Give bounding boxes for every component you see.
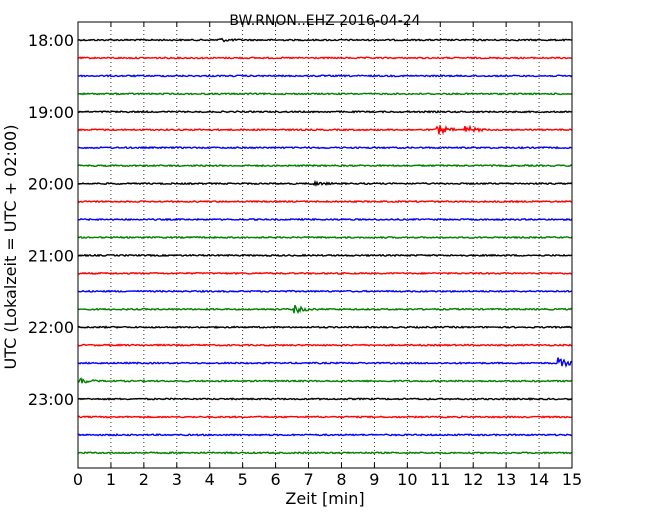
y-tick-label: 23:00 bbox=[28, 390, 74, 409]
trace-20:45 bbox=[77, 235, 573, 240]
trace-22:15 bbox=[77, 343, 573, 347]
trace-19:15 bbox=[77, 124, 573, 136]
y-axis-ticks: 18:00 19:00 20:00 21:00 22:00 23:00 bbox=[28, 31, 572, 409]
trace-22:00 bbox=[77, 325, 573, 330]
y-tick-label: 19:00 bbox=[28, 103, 74, 122]
x-axis-label: Zeit [min] bbox=[285, 489, 364, 508]
x-tick-label: 11 bbox=[430, 470, 450, 489]
x-tick-label: 13 bbox=[496, 470, 516, 489]
x-tick-label: 7 bbox=[303, 470, 313, 489]
y-tick-label: 18:00 bbox=[28, 31, 74, 50]
x-tick-label: 10 bbox=[397, 470, 417, 489]
x-tick-label: 0 bbox=[73, 470, 83, 489]
trace-21:00 bbox=[77, 253, 573, 258]
trace-23:45 bbox=[77, 451, 573, 455]
trace-20:15 bbox=[77, 199, 573, 204]
trace-22:45 bbox=[77, 377, 573, 384]
x-tick-label: 15 bbox=[562, 470, 582, 489]
trace-23:15 bbox=[77, 415, 573, 419]
trace-18:45 bbox=[77, 92, 573, 96]
trace-21:15 bbox=[77, 271, 573, 276]
plot-frame bbox=[77, 21, 573, 469]
trace-23:00 bbox=[77, 397, 573, 401]
trace-19:45 bbox=[77, 163, 573, 168]
x-tick-label: 4 bbox=[205, 470, 215, 489]
y-axis-label: UTC (Lokalzeit = UTC + 02:00) bbox=[1, 125, 20, 370]
y-tick-label: 20:00 bbox=[28, 175, 74, 194]
trace-21:30 bbox=[77, 289, 573, 294]
trace-18:00 bbox=[77, 37, 573, 43]
trace-20:30 bbox=[77, 217, 573, 222]
x-tick-label: 3 bbox=[172, 470, 182, 489]
x-tick-label: 14 bbox=[529, 470, 549, 489]
trace-18:30 bbox=[77, 74, 573, 78]
x-tick-label: 8 bbox=[336, 470, 346, 489]
chart-title: BW.RNON..EHZ 2016-04-24 bbox=[229, 13, 420, 29]
y-tick-label: 21:00 bbox=[28, 246, 74, 265]
trace-23:30 bbox=[77, 433, 573, 437]
trace-22:30 bbox=[77, 357, 573, 368]
x-axis-ticks: 0 1 2 3 4 5 6 7 8 9 10 11 12 13 14 15 bbox=[73, 22, 582, 489]
trace-20:00 bbox=[77, 179, 573, 187]
seismic-traces bbox=[77, 37, 573, 455]
x-tick-label: 5 bbox=[238, 470, 248, 489]
x-tick-label: 1 bbox=[106, 470, 116, 489]
grid-lines bbox=[110, 22, 540, 468]
y-tick-label: 22:00 bbox=[28, 318, 74, 337]
x-tick-label: 6 bbox=[271, 470, 281, 489]
x-tick-label: 9 bbox=[369, 470, 379, 489]
x-tick-label: 12 bbox=[463, 470, 483, 489]
trace-18:15 bbox=[77, 56, 573, 60]
trace-21:45 bbox=[77, 304, 573, 315]
x-tick-label: 2 bbox=[139, 470, 149, 489]
trace-19:30 bbox=[77, 145, 572, 150]
trace-19:00 bbox=[77, 110, 573, 114]
